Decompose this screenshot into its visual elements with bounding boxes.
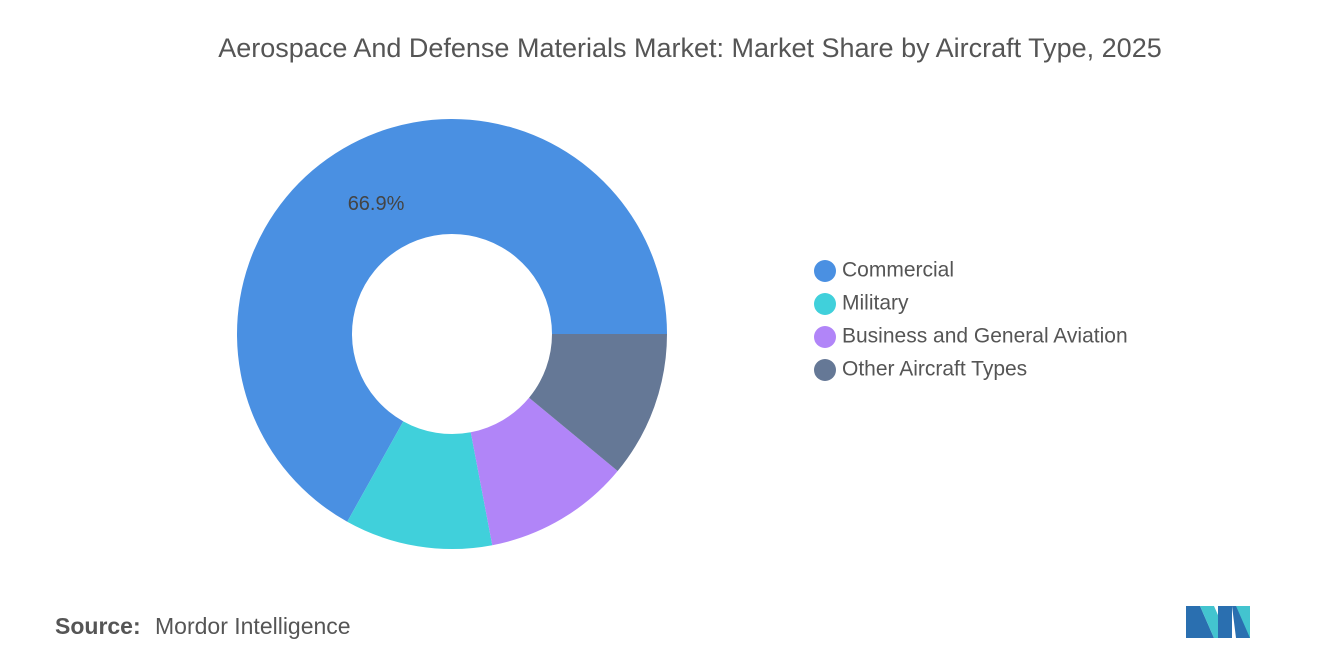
- source: Mordor Intelligence: [155, 613, 351, 639]
- legend-marker: [814, 326, 836, 348]
- legend-marker: [814, 293, 836, 315]
- legend-label: Commercial: [842, 259, 954, 282]
- legend-marker: [814, 260, 836, 282]
- legend-label: Other Aircraft Types: [842, 358, 1027, 381]
- donut-slice: [529, 334, 667, 472]
- donut: 66.9%: [237, 118, 667, 549]
- source-label: Source:: [55, 613, 141, 639]
- legend-marker: [814, 359, 836, 381]
- legend-label: Military: [842, 292, 909, 315]
- legend-label: Business and General Aviation: [842, 325, 1128, 348]
- legend: Commercial Military Business and General A…: [814, 259, 1128, 381]
- donut-slice: [347, 421, 493, 549]
- chart-title: Aerospace And Defense Materials Market: …: [218, 33, 1161, 63]
- donut-slice: [470, 397, 618, 546]
- data-label: 66.9%: [348, 193, 405, 215]
- donut-slice: [237, 118, 667, 522]
- logo: [1186, 606, 1250, 638]
